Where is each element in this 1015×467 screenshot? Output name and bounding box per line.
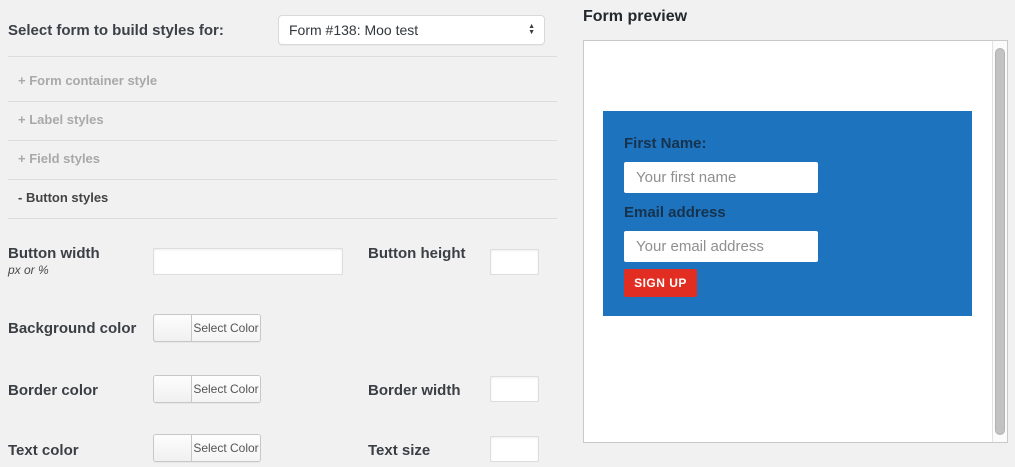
select-form-label: Select form to build styles for: [8, 22, 224, 39]
border-width-label: Border width [368, 382, 461, 399]
sign-up-button[interactable]: SIGN UP [624, 269, 697, 297]
button-height-label: Button height [368, 245, 466, 262]
text-size-input[interactable] [490, 436, 539, 462]
button-height-input[interactable] [490, 249, 539, 275]
background-select-color-button[interactable]: Select Color [192, 315, 260, 341]
divider [8, 56, 557, 57]
form-select-value: Form #138: Moo test [289, 22, 419, 38]
text-color-swatch[interactable] [154, 435, 192, 461]
form-preview-title: Form preview [583, 8, 688, 25]
border-color-swatch[interactable] [154, 376, 192, 402]
text-color-picker[interactable]: Select Color [153, 434, 261, 462]
preview-scrollbar-thumb[interactable] [995, 48, 1005, 435]
border-select-color-button[interactable]: Select Color [192, 376, 260, 402]
background-color-label: Background color [8, 320, 137, 337]
preview-scrollbar-track[interactable] [992, 41, 1007, 442]
text-size-label: Text size [368, 442, 431, 459]
divider [8, 179, 557, 180]
accordion-label-styles[interactable]: + Label styles [18, 112, 104, 127]
form-preview-panel: First Name: Email address SIGN UP [583, 40, 1008, 443]
divider [8, 218, 557, 219]
divider [8, 101, 557, 102]
button-width-hint: px or % [8, 263, 49, 277]
select-arrows-icon: ▲ ▼ [528, 23, 535, 36]
button-width-input[interactable] [153, 248, 343, 275]
accordion-field-styles[interactable]: + Field styles [18, 151, 101, 166]
form-select-dropdown[interactable]: Form #138: Moo test ▲ ▼ [278, 15, 545, 45]
background-color-picker[interactable]: Select Color [153, 314, 261, 342]
background-color-swatch[interactable] [154, 315, 192, 341]
email-address-input[interactable] [624, 231, 818, 262]
text-color-label: Text color [8, 442, 79, 459]
preview-form-container: First Name: Email address SIGN UP [603, 111, 972, 316]
first-name-label: First Name: [624, 135, 707, 152]
button-width-label: Button width [8, 245, 100, 262]
email-address-label: Email address [624, 204, 726, 221]
border-color-picker[interactable]: Select Color [153, 375, 261, 403]
text-select-color-button[interactable]: Select Color [192, 435, 260, 461]
accordion-form-container-style[interactable]: + Form container style [18, 73, 158, 88]
divider [8, 140, 557, 141]
accordion-button-styles[interactable]: - Button styles [18, 190, 109, 205]
border-color-label: Border color [8, 382, 99, 399]
border-width-input[interactable] [490, 376, 539, 402]
first-name-input[interactable] [624, 162, 818, 193]
